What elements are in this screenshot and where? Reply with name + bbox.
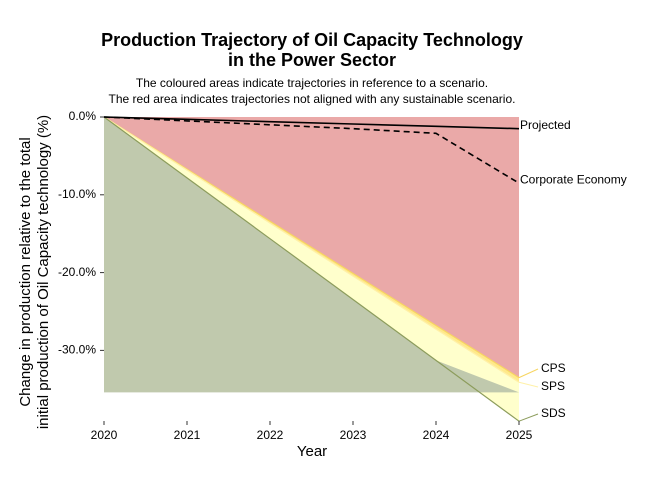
x-tick-label: 2022 bbox=[257, 428, 284, 442]
x-tick-label: 2021 bbox=[174, 428, 201, 442]
scenario-label: SDS bbox=[541, 406, 566, 420]
x-tick-label: 2023 bbox=[340, 428, 367, 442]
x-axis-label: Year bbox=[297, 443, 327, 460]
y-tick-label: -30.0% bbox=[58, 343, 96, 357]
y-axis-label: Change in production relative to the tot… bbox=[17, 137, 34, 406]
label-connector bbox=[518, 413, 539, 422]
chart-title: in the Power Sector bbox=[228, 50, 396, 70]
scenario-line bbox=[103, 116, 520, 422]
y-tick-label: 0.0% bbox=[69, 109, 97, 123]
scenario-label: SPS bbox=[541, 379, 565, 393]
scenario-line bbox=[103, 116, 520, 383]
scenario-area bbox=[104, 117, 519, 393]
trajectory-line bbox=[103, 116, 520, 130]
scenario-line bbox=[103, 116, 520, 379]
y-tick-label: -10.0% bbox=[58, 187, 96, 201]
series-label: Projected bbox=[520, 118, 571, 132]
scenario-label: CPS bbox=[541, 361, 566, 375]
y-axis-label: initial production of Oil Capacity techn… bbox=[35, 115, 52, 429]
label-connector bbox=[518, 368, 539, 379]
x-tick-label: 2020 bbox=[91, 428, 118, 442]
label-connector bbox=[518, 381, 539, 388]
chart-subtitle: The coloured areas indicate trajectories… bbox=[136, 76, 488, 90]
y-tick-label: -20.0% bbox=[58, 265, 96, 279]
x-tick-label: 2025 bbox=[506, 428, 533, 442]
chart-subtitle: The red area indicates trajectories not … bbox=[109, 92, 516, 106]
chart-title: Production Trajectory of Oil Capacity Te… bbox=[101, 30, 523, 50]
series-label: Corporate Economy bbox=[520, 172, 627, 186]
x-tick-label: 2024 bbox=[423, 428, 450, 442]
